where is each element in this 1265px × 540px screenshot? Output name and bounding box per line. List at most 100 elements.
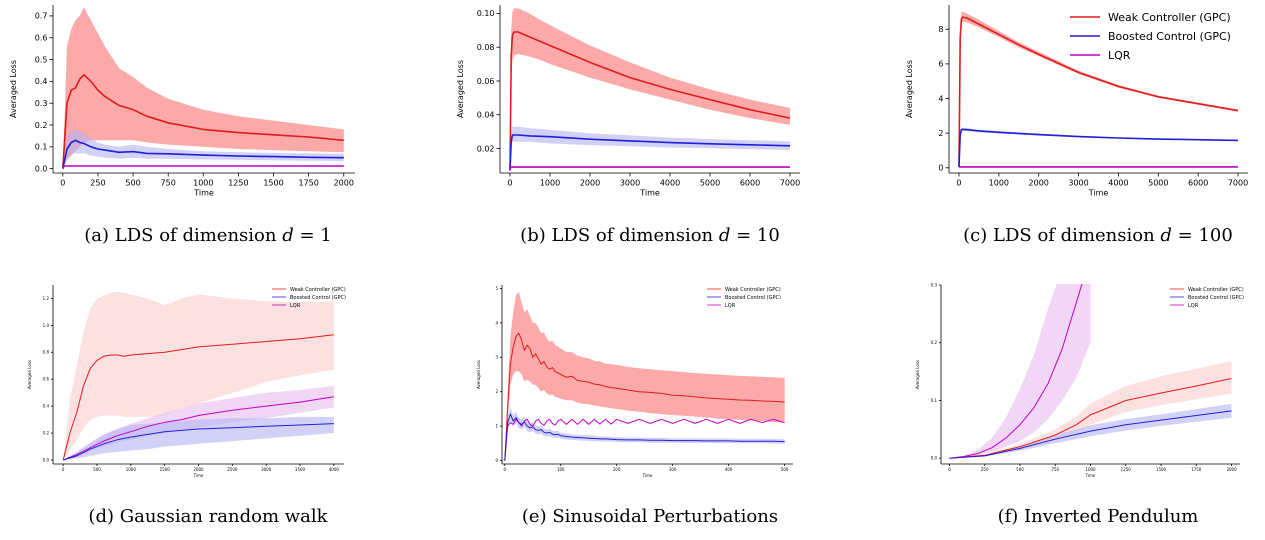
x-tick-label: 3500 bbox=[295, 467, 306, 472]
caption-value: = 1 bbox=[294, 225, 332, 246]
caption-variable: d bbox=[282, 225, 294, 246]
y-tick-label: 0.3 bbox=[931, 282, 938, 287]
y-tick-label: 1.0 bbox=[43, 323, 50, 328]
x-tick-label: 500 bbox=[125, 179, 140, 188]
y-tick-label: 0.02 bbox=[477, 144, 495, 153]
line-boosted bbox=[63, 423, 334, 461]
caption-prefix: (a) LDS of dimension bbox=[84, 225, 282, 246]
y-axis-label: Averaged Loss bbox=[27, 360, 32, 389]
x-tick-label: 1500 bbox=[160, 467, 171, 472]
legend-label-lqr: LQR bbox=[1108, 49, 1131, 62]
line-weak bbox=[504, 332, 785, 461]
band-boosted bbox=[510, 126, 790, 171]
legend-label-boosted: Boosted Control (GPC) bbox=[290, 295, 346, 301]
y-tick-label: 2 bbox=[938, 129, 943, 138]
legend-label-boosted: Boosted Control (GPC) bbox=[1108, 30, 1231, 43]
caption-variable: d bbox=[719, 225, 731, 246]
x-tick-label: 750 bbox=[161, 179, 176, 188]
y-tick-label: 0.08 bbox=[477, 43, 495, 52]
x-tick-label: 1750 bbox=[1191, 467, 1202, 472]
chart-d: 0 500 1000 1500 2000 2500 3000 3500 4000 0.0 0.2 0.… bbox=[27, 285, 346, 527]
x-tick-label: 3000 bbox=[261, 467, 272, 472]
band-boosted bbox=[504, 407, 785, 461]
x-axis-label: Time bbox=[639, 189, 660, 198]
y-tick-label: 1.2 bbox=[43, 296, 50, 301]
legend-label-lqr: LQR bbox=[725, 303, 736, 309]
x-tick-label: 2000 bbox=[1226, 467, 1237, 472]
x-tick-label: 300 bbox=[669, 467, 677, 472]
caption: (f) Inverted Pendulum bbox=[998, 506, 1199, 527]
y-tick-label: 0.06 bbox=[477, 77, 495, 86]
y-tick-label: 0.8 bbox=[43, 350, 50, 355]
x-axis-label: Time bbox=[193, 473, 204, 478]
x-tick-label: 400 bbox=[725, 467, 733, 472]
legend-label-boosted: Boosted Control (GPC) bbox=[725, 295, 781, 301]
y-axis-label: Averaged Loss bbox=[476, 360, 481, 389]
y-tick-label: 6 bbox=[938, 60, 943, 69]
y-tick-label: 0.0 bbox=[35, 164, 48, 173]
plot-area bbox=[509, 8, 791, 171]
caption-variable: d bbox=[1160, 225, 1172, 246]
caption-value: = 10 bbox=[730, 225, 779, 246]
y-tick-label: 0.4 bbox=[43, 404, 50, 409]
band-weak bbox=[63, 291, 334, 460]
caption: (e) Sinusoidal Perturbations bbox=[522, 506, 778, 527]
x-tick-label: 1250 bbox=[228, 179, 248, 188]
x-tick-label: 2000 bbox=[1029, 179, 1049, 188]
x-tick-label: 5000 bbox=[700, 179, 720, 188]
y-axis-label: Averaged Loss bbox=[905, 60, 914, 118]
line-lqr bbox=[949, 284, 1083, 459]
caption: (b) LDS of dimension d = 10 bbox=[520, 225, 780, 246]
chart-e: 0 100 200 300 400 500 0 1 2 3 4 5 Time Averaged Loss W… bbox=[476, 285, 793, 527]
y-tick-label: 0.6 bbox=[35, 34, 48, 43]
x-tick-label: 6000 bbox=[1188, 179, 1208, 188]
legend-label-weak: Weak Controller (GPC) bbox=[725, 287, 781, 293]
caption-prefix: (c) LDS of dimension bbox=[963, 225, 1160, 246]
line-boosted bbox=[504, 413, 785, 461]
band-boosted bbox=[62, 129, 344, 169]
y-tick-label: 0.1 bbox=[931, 398, 938, 403]
line-boosted bbox=[949, 410, 1232, 459]
band-boosted bbox=[63, 416, 334, 460]
x-axis-label: Time bbox=[193, 189, 214, 198]
y-axis-label: Averaged Loss bbox=[9, 60, 18, 118]
legend-label-weak: Weak Controller (GPC) bbox=[1108, 11, 1231, 24]
x-tick-label: 2000 bbox=[193, 467, 204, 472]
legend: Weak Controller (GPC) Boosted Control (GP… bbox=[272, 287, 346, 309]
chart-b: 0 1000 2000 3000 4000 5000 6000 7000 0.02 0.04 0.0… bbox=[456, 5, 800, 246]
plot-area bbox=[62, 291, 334, 461]
line-boosted bbox=[509, 134, 791, 171]
x-axis-label: Time bbox=[642, 473, 653, 478]
x-tick-label: 1000 bbox=[126, 467, 137, 472]
y-tick-label: 0.1 bbox=[35, 143, 48, 152]
x-tick-label: 1000 bbox=[193, 179, 213, 188]
y-tick-label: 0 bbox=[495, 458, 498, 463]
x-tick-label: 200 bbox=[613, 467, 621, 472]
x-tick-label: 1000 bbox=[540, 179, 560, 188]
x-tick-label: 1500 bbox=[263, 179, 283, 188]
x-tick-label: 0 bbox=[948, 467, 951, 472]
y-tick-label: 0.4 bbox=[35, 77, 48, 86]
line-lqr bbox=[509, 166, 790, 171]
line-weak bbox=[62, 74, 344, 169]
x-tick-label: 1000 bbox=[989, 179, 1009, 188]
y-tick-label: 0.6 bbox=[43, 377, 50, 382]
x-tick-label: 0 bbox=[504, 467, 507, 472]
x-tick-label: 500 bbox=[1016, 467, 1024, 472]
x-tick-label: 0 bbox=[62, 467, 65, 472]
x-tick-label: 4000 bbox=[1108, 179, 1128, 188]
chart-c: 0 1000 2000 3000 4000 5000 6000 7000 0 2 4 6 8 Time Av… bbox=[905, 5, 1248, 246]
x-tick-label: 0 bbox=[956, 179, 961, 188]
y-tick-label: 8 bbox=[938, 25, 943, 34]
band-weak bbox=[504, 291, 785, 461]
plot-area bbox=[949, 284, 1232, 459]
line-weak bbox=[958, 16, 1239, 167]
x-tick-label: 3000 bbox=[1068, 179, 1088, 188]
legend-label-lqr: LQR bbox=[290, 303, 301, 309]
caption: (a) LDS of dimension d = 1 bbox=[84, 225, 331, 246]
line-weak bbox=[62, 334, 334, 461]
x-tick-label: 0 bbox=[60, 179, 65, 188]
band-weak bbox=[510, 8, 790, 171]
legend: Weak Controller (GPC) Boosted Control (GP… bbox=[1070, 11, 1231, 62]
